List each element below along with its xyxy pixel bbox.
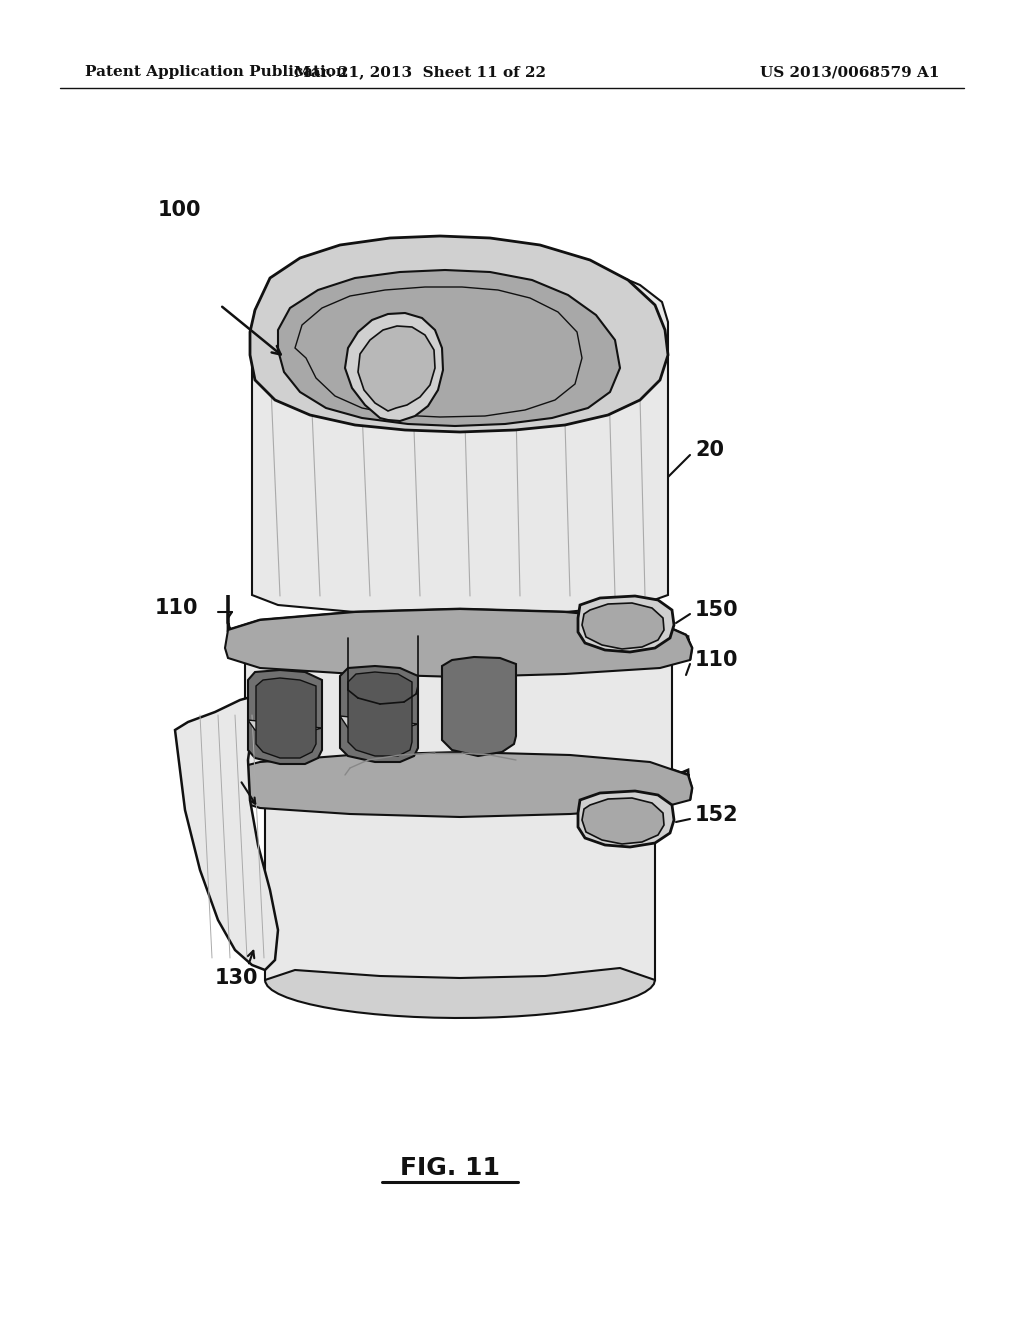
Polygon shape xyxy=(265,748,655,979)
Text: US 2013/0068579 A1: US 2013/0068579 A1 xyxy=(761,65,940,79)
Polygon shape xyxy=(256,678,316,758)
Polygon shape xyxy=(578,597,674,652)
Polygon shape xyxy=(245,610,672,785)
Text: Mar. 21, 2013  Sheet 11 of 22: Mar. 21, 2013 Sheet 11 of 22 xyxy=(294,65,546,79)
Polygon shape xyxy=(228,730,692,800)
Text: 100: 100 xyxy=(158,201,202,220)
Polygon shape xyxy=(175,696,278,970)
Polygon shape xyxy=(252,252,668,616)
Text: 110: 110 xyxy=(695,649,738,671)
Text: 130: 130 xyxy=(215,968,258,987)
Text: Patent Application Publication: Patent Application Publication xyxy=(85,65,347,79)
Polygon shape xyxy=(358,326,435,411)
Polygon shape xyxy=(225,752,692,817)
Polygon shape xyxy=(228,595,692,660)
Polygon shape xyxy=(340,715,418,737)
Polygon shape xyxy=(340,667,418,762)
Polygon shape xyxy=(248,719,322,738)
Polygon shape xyxy=(582,603,664,649)
Text: 20: 20 xyxy=(695,440,724,459)
Text: 152: 152 xyxy=(695,805,738,825)
Text: 110: 110 xyxy=(155,598,199,618)
Polygon shape xyxy=(225,609,692,677)
Polygon shape xyxy=(345,313,443,421)
Polygon shape xyxy=(250,236,668,432)
Polygon shape xyxy=(278,271,620,426)
Polygon shape xyxy=(578,791,674,847)
Text: 150: 150 xyxy=(695,601,738,620)
Polygon shape xyxy=(295,286,582,417)
Polygon shape xyxy=(265,942,655,1018)
Polygon shape xyxy=(582,799,664,843)
Polygon shape xyxy=(248,671,322,764)
Text: FIG. 11: FIG. 11 xyxy=(400,1156,500,1180)
Polygon shape xyxy=(442,657,516,756)
Polygon shape xyxy=(348,672,412,756)
